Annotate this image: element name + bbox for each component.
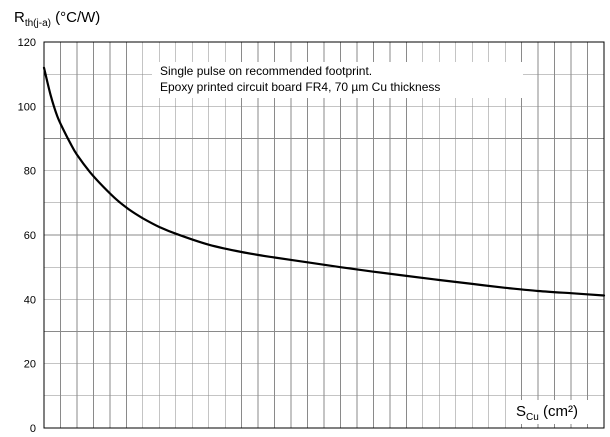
grid [44,42,604,428]
y-axis-title-unit: (°C/W) [51,9,100,26]
y-axis-title: Rth(j-a) (°C/W) [14,9,100,29]
y-tick-label: 80 [24,166,36,178]
data-series [42,66,606,297]
y-tick-label: 60 [24,230,36,242]
annotation-line-2: Epoxy printed circuit board FR4, 70 µm C… [160,80,440,94]
x-axis-title-unit: (cm²) [539,403,578,420]
x-axis-title: SCu (cm²) [516,403,578,423]
annotation-background [152,62,523,98]
y-tick-label: 100 [18,101,36,113]
y-tick-label: 40 [24,294,36,306]
y-tick-label: 0 [30,423,36,435]
x-axis-title-background [508,400,594,424]
plot-frame [43,41,605,429]
series-line-0 [42,66,606,297]
annotation-line-1: Single pulse on recommended footprint. [160,64,372,78]
y-tick-label: 120 [18,37,36,49]
y-axis-title-main: R [14,9,25,26]
y-tick-label: 20 [24,359,36,371]
x-axis-title-main: S [516,403,526,420]
y-axis-ticks: 0 20 40 60 80 100 120 [18,37,36,435]
y-axis-title-subscript: th(j-a) [25,18,51,29]
x-axis-title-subscript: Cu [526,412,539,423]
